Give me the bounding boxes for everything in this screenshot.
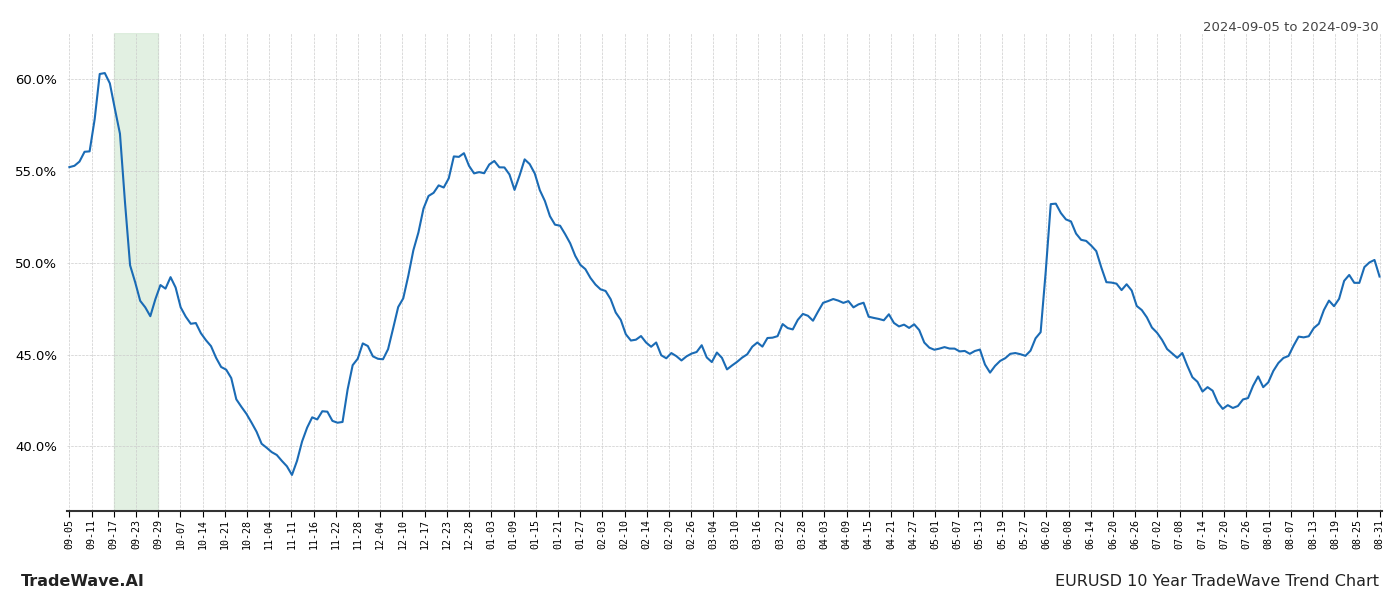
Text: TradeWave.AI: TradeWave.AI	[21, 574, 144, 589]
Bar	[113, 33, 158, 511]
Text: EURUSD 10 Year TradeWave Trend Chart: EURUSD 10 Year TradeWave Trend Chart	[1056, 574, 1379, 589]
Text: 2024-09-05 to 2024-09-30: 2024-09-05 to 2024-09-30	[1204, 21, 1379, 34]
